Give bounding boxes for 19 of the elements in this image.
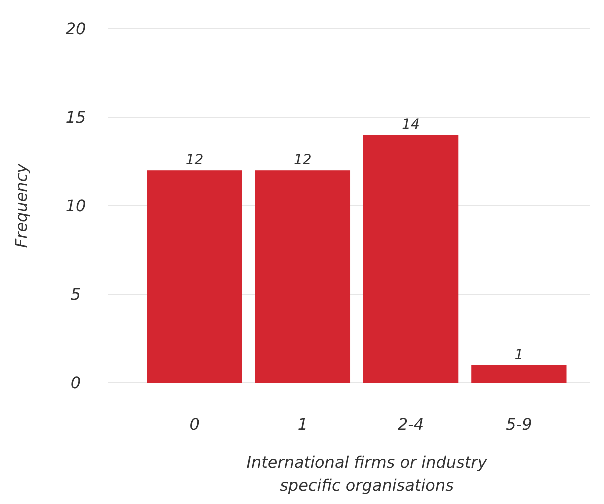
bar [147,170,242,383]
x-tick-label: 5-9 [506,415,532,434]
bar [255,170,351,383]
x-axis-title: International firms or industry specific organisations [246,453,488,495]
data-label: 14 [402,117,420,134]
x-tick-label: 1 [298,415,308,434]
x-tick-label: 0 [190,415,200,434]
y-tick-label: 20 [66,20,86,39]
y-tick-label: 5 [70,285,82,304]
y-tick-label: 0 [70,374,82,393]
bar [363,135,459,383]
data-label: 1 [514,347,524,364]
y-tick-label: 10 [66,196,86,216]
y-axis-title: Frequency [12,163,31,248]
data-label: 12 [186,152,204,169]
x-tick-label: 2-4 [398,415,424,434]
data-label: 12 [294,152,312,169]
bar [472,365,567,383]
y-tick-label: 15 [66,108,86,128]
